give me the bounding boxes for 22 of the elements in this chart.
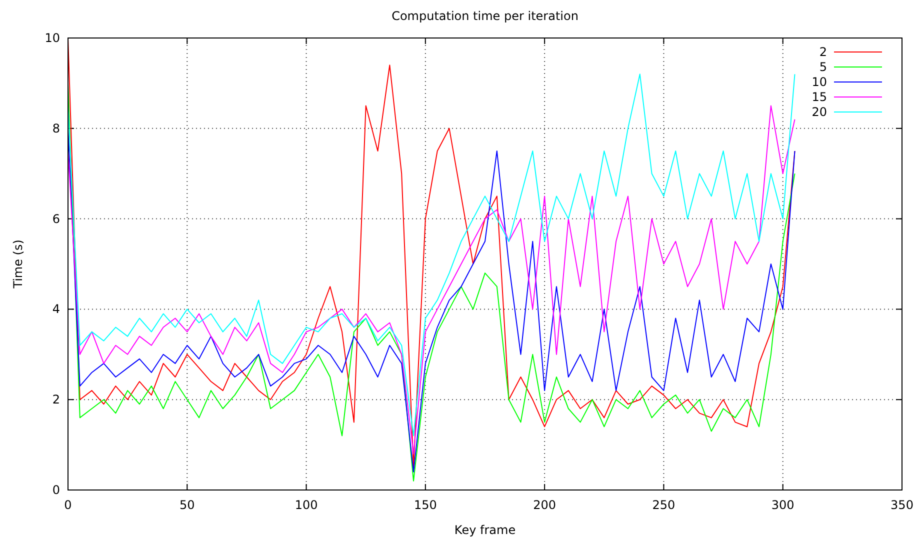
- x-tick-label: 50: [180, 498, 195, 512]
- x-tick-label: 300: [771, 498, 794, 512]
- y-tick-label: 2: [52, 392, 60, 407]
- y-tick-label: 6: [52, 212, 60, 226]
- y-tick-label: 8: [52, 121, 60, 136]
- y-tick-label: 4: [52, 302, 60, 316]
- legend-label: 10: [812, 75, 827, 89]
- x-tick-label: 0: [64, 498, 72, 512]
- chart-title: Computation time per iteration: [392, 9, 578, 23]
- y-tick-label: 0: [52, 483, 60, 497]
- x-axis-title: Key frame: [454, 523, 516, 537]
- y-tick-label: 10: [44, 31, 60, 45]
- x-tick-label: 150: [414, 498, 437, 512]
- legend-label: 20: [812, 105, 827, 119]
- x-tick-label: 350: [890, 498, 914, 512]
- legend-label: 5: [819, 60, 827, 74]
- legend-label: 15: [812, 90, 827, 104]
- x-tick-label: 100: [294, 498, 318, 512]
- x-tick-label: 200: [533, 498, 556, 512]
- y-axis-title: Time (s): [11, 240, 25, 290]
- legend-label: 2: [819, 45, 827, 59]
- x-tick-label: 250: [652, 498, 676, 512]
